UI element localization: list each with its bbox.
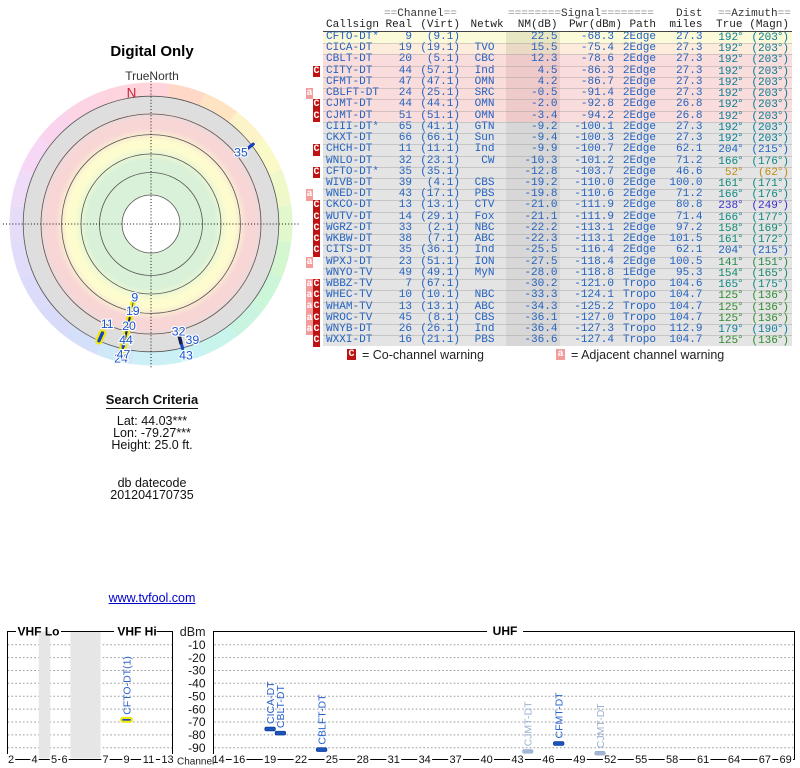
svg-text:-10: -10 bbox=[188, 638, 206, 652]
svg-text:CICA-DT: CICA-DT bbox=[265, 681, 277, 724]
svg-text:19: 19 bbox=[126, 304, 140, 318]
svg-text:44: 44 bbox=[119, 333, 133, 347]
svg-text:-60: -60 bbox=[188, 702, 206, 716]
svg-text:46: 46 bbox=[542, 754, 554, 766]
svg-text:39: 39 bbox=[186, 333, 200, 347]
svg-text:CFMT-DT: CFMT-DT bbox=[554, 692, 566, 739]
svg-text:19: 19 bbox=[264, 754, 276, 766]
svg-text:CJMT-DT: CJMT-DT bbox=[595, 703, 607, 748]
svg-text:6: 6 bbox=[61, 754, 67, 766]
svg-text:CBLFT-DT: CBLFT-DT bbox=[316, 694, 328, 745]
svg-text:5: 5 bbox=[51, 754, 57, 766]
svg-text:24: 24 bbox=[114, 352, 128, 366]
svg-text:40: 40 bbox=[480, 754, 492, 766]
svg-text:9: 9 bbox=[131, 290, 138, 304]
svg-text:69: 69 bbox=[779, 754, 791, 766]
svg-text:7: 7 bbox=[102, 754, 108, 766]
svg-text:31: 31 bbox=[388, 754, 400, 766]
svg-text:64: 64 bbox=[728, 754, 740, 766]
svg-text:-50: -50 bbox=[188, 689, 206, 703]
svg-text:11: 11 bbox=[101, 317, 114, 331]
svg-text:CJMT-DT: CJMT-DT bbox=[523, 701, 535, 746]
svg-text:49: 49 bbox=[573, 754, 585, 766]
svg-text:61: 61 bbox=[697, 754, 709, 766]
svg-text:Channel: Channel bbox=[177, 757, 214, 768]
svg-text:58: 58 bbox=[666, 754, 678, 766]
svg-text:9: 9 bbox=[123, 754, 129, 766]
svg-text:67: 67 bbox=[759, 754, 771, 766]
svg-text:35: 35 bbox=[234, 145, 248, 159]
svg-text:47: 47 bbox=[117, 347, 131, 361]
svg-text:32: 32 bbox=[172, 325, 186, 339]
svg-text:52: 52 bbox=[604, 754, 616, 766]
svg-text:dBm: dBm bbox=[180, 625, 206, 639]
svg-text:VHF Hi: VHF Hi bbox=[117, 625, 156, 639]
svg-text:20: 20 bbox=[122, 319, 136, 333]
svg-text:16: 16 bbox=[233, 754, 245, 766]
svg-text:4: 4 bbox=[31, 754, 37, 766]
svg-text:28: 28 bbox=[357, 754, 369, 766]
svg-text:-90: -90 bbox=[188, 741, 206, 755]
svg-text:2: 2 bbox=[8, 754, 14, 766]
svg-text:34: 34 bbox=[419, 754, 431, 766]
svg-text:55: 55 bbox=[635, 754, 647, 766]
svg-text:VHF Lo: VHF Lo bbox=[18, 625, 60, 639]
svg-text:-80: -80 bbox=[188, 728, 206, 742]
svg-text:43: 43 bbox=[511, 754, 523, 766]
svg-text:37: 37 bbox=[449, 754, 461, 766]
svg-text:14: 14 bbox=[212, 754, 224, 766]
svg-text:11: 11 bbox=[143, 754, 154, 766]
svg-text:N: N bbox=[127, 86, 137, 101]
svg-text:43: 43 bbox=[179, 348, 193, 362]
svg-text:22: 22 bbox=[295, 754, 307, 766]
svg-text:-30: -30 bbox=[188, 664, 206, 678]
svg-text:-20: -20 bbox=[188, 651, 206, 665]
svg-text:CFTO-DT(1): CFTO-DT(1) bbox=[121, 656, 133, 715]
svg-text:-70: -70 bbox=[188, 715, 206, 729]
svg-text:25: 25 bbox=[326, 754, 338, 766]
svg-text:-40: -40 bbox=[188, 677, 206, 691]
svg-text:UHF: UHF bbox=[493, 624, 518, 638]
svg-text:CBLT-DT: CBLT-DT bbox=[275, 685, 287, 729]
svg-text:13: 13 bbox=[161, 754, 173, 766]
